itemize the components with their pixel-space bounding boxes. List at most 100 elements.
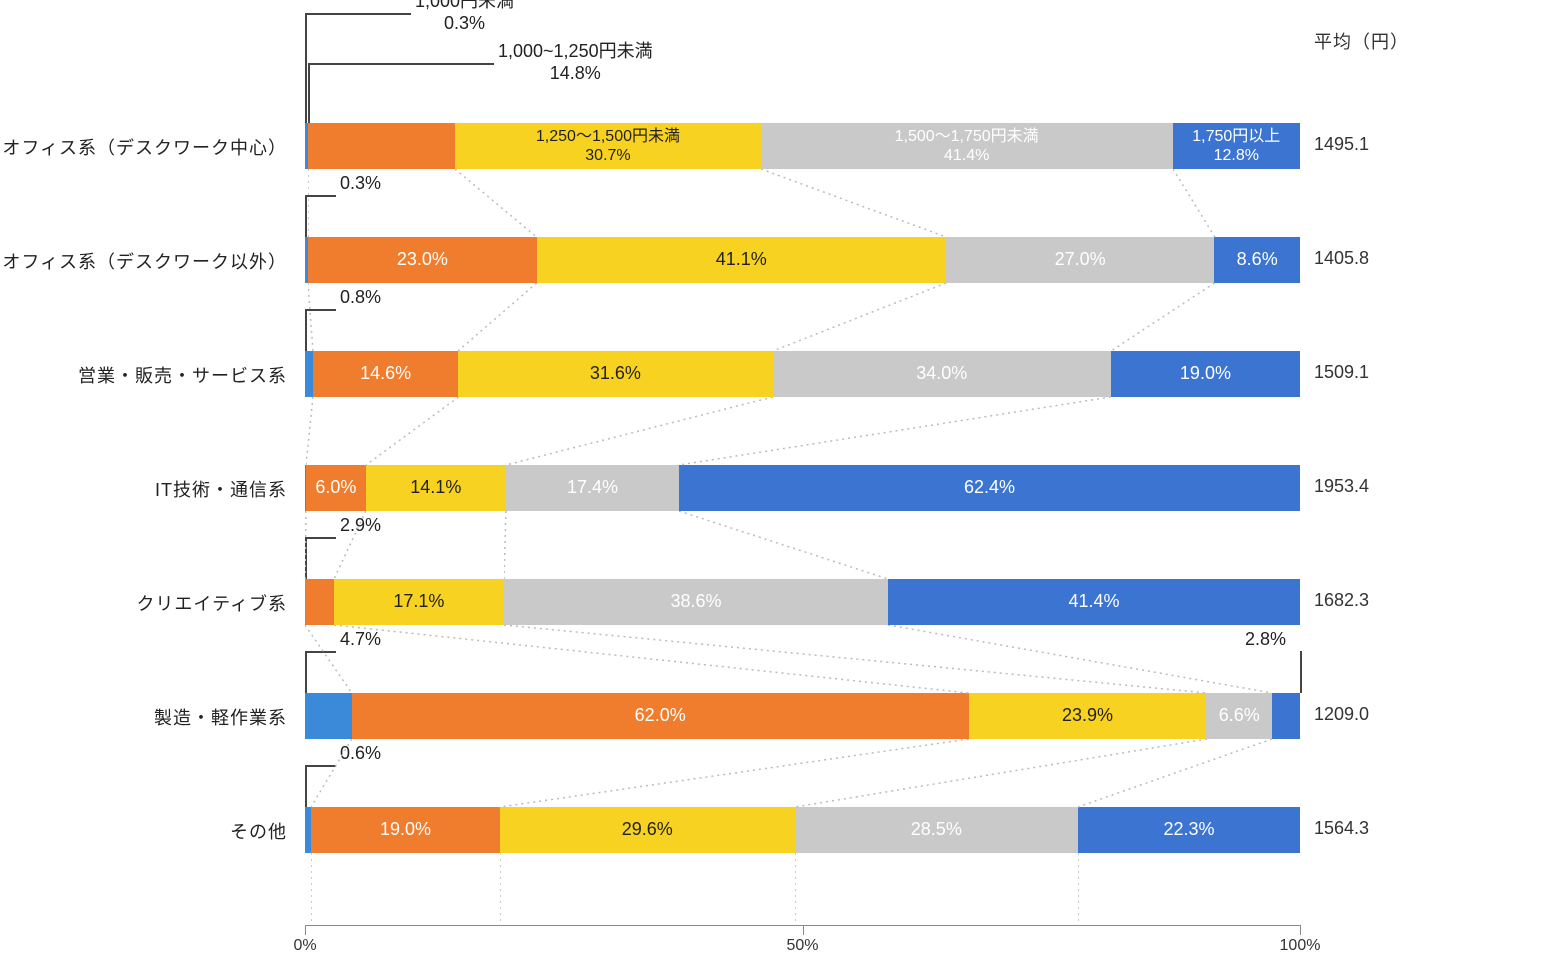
callout-leader	[305, 13, 307, 123]
boundary-connector	[506, 397, 775, 467]
segment-label: 1,250～1,500円未満30.7%	[536, 127, 680, 165]
callout-leader	[305, 765, 336, 767]
bar-segment: 23.0%	[308, 237, 537, 283]
avg-value: 1509.1	[1314, 362, 1369, 383]
callout-label: 0.3%	[340, 173, 381, 195]
bar-row: 17.1% 38.6% 41.4%	[305, 579, 1300, 625]
x-tick	[803, 925, 804, 935]
boundary-connector	[1078, 739, 1274, 809]
callout-leader	[305, 537, 336, 539]
boundary-connector	[500, 739, 971, 809]
avg-header: 平均（円）	[1314, 28, 1409, 54]
bar-segment: 1,250～1,500円未満30.7%	[455, 123, 760, 169]
segment-label: 29.6%	[622, 819, 673, 841]
boundary-connector	[1111, 283, 1216, 353]
bar-segment: 6.0%	[306, 465, 366, 511]
callout-label: 2.8%	[1245, 629, 1286, 651]
bar-segment: 62.0%	[352, 693, 969, 739]
segment-label: 38.6%	[670, 591, 721, 613]
bar-row: 19.0% 29.6% 28.5% 22.3%	[305, 807, 1300, 853]
boundary-connector	[458, 283, 539, 353]
boundary-connector	[455, 169, 539, 239]
boundary-connector	[308, 283, 315, 353]
bar-segment: 41.4%	[888, 579, 1300, 625]
boundary-connector	[306, 397, 315, 467]
avg-value: 1405.8	[1314, 248, 1369, 269]
boundary-connector	[1078, 853, 1080, 927]
bar-segment: 6.6%	[1206, 693, 1272, 739]
callout-label: 1,000~1,250円未満14.8%	[498, 41, 653, 84]
callout-leader	[305, 309, 336, 311]
bar-segment: 1,750円以上12.8%	[1173, 123, 1300, 169]
category-label: クリエイティブ系	[0, 590, 287, 616]
bar-segment	[305, 693, 352, 739]
callout-label: 1,000円未満0.3%	[415, 0, 514, 34]
boundary-connector	[504, 511, 508, 581]
segment-label: 23.9%	[1062, 705, 1113, 727]
bar-segment: 27.0%	[946, 237, 1215, 283]
bar-segment: 62.4%	[679, 465, 1300, 511]
segment-label: 22.3%	[1164, 819, 1215, 841]
segment-label: 17.1%	[393, 591, 444, 613]
segment-label: 23.0%	[397, 249, 448, 271]
callout-leader	[305, 309, 307, 351]
segment-label: 6.0%	[315, 477, 356, 499]
category-label: IT技術・通信系	[0, 476, 287, 502]
bar-row: 14.6% 31.6% 34.0% 19.0%	[305, 351, 1300, 397]
avg-value: 1682.3	[1314, 590, 1369, 611]
category-label: オフィス系（デスクワーク中心）	[0, 134, 287, 160]
callout-leader	[305, 537, 307, 579]
segment-label: 6.6%	[1219, 705, 1260, 727]
segment-label: 19.0%	[1180, 363, 1231, 385]
segment-label: 62.4%	[964, 477, 1015, 499]
bar-segment: 29.6%	[500, 807, 795, 853]
callout-label: 4.7%	[340, 629, 381, 651]
x-tick	[305, 925, 306, 935]
bar-segment: 17.4%	[506, 465, 679, 511]
bar-segment	[308, 123, 455, 169]
segment-label: 19.0%	[380, 819, 431, 841]
callout-leader	[305, 765, 307, 807]
segment-label: 14.1%	[410, 477, 461, 499]
bar-segment: 8.6%	[1214, 237, 1300, 283]
category-label: その他	[0, 818, 287, 844]
callout-label: 0.6%	[340, 743, 381, 765]
segment-label: 27.0%	[1055, 249, 1106, 271]
x-tick-label: 0%	[280, 937, 330, 955]
category-label: 営業・販売・サービス系	[0, 362, 287, 388]
avg-value: 1495.1	[1314, 134, 1369, 155]
bar-segment: 1,500～1,750円未満41.4%	[761, 123, 1173, 169]
bar-segment: 23.9%	[969, 693, 1207, 739]
segment-label: 62.0%	[635, 705, 686, 727]
category-label: オフィス系（デスクワーク以外）	[0, 248, 287, 274]
bar-segment: 41.1%	[537, 237, 946, 283]
x-tick-label: 100%	[1275, 937, 1325, 955]
bar-segment: 28.5%	[795, 807, 1079, 853]
boundary-connector	[308, 169, 310, 239]
boundary-connector	[1173, 169, 1217, 239]
bar-segment: 34.0%	[773, 351, 1111, 397]
boundary-connector	[679, 397, 1113, 467]
boundary-connector	[888, 625, 1274, 695]
bar-segment: 14.6%	[313, 351, 458, 397]
boundary-connector	[773, 283, 948, 353]
avg-value: 1209.0	[1314, 704, 1369, 725]
avg-value: 1564.3	[1314, 818, 1369, 839]
boundary-connector	[795, 739, 1209, 809]
segment-label: 34.0%	[916, 363, 967, 385]
boundary-connector	[500, 853, 502, 927]
callout-leader	[305, 651, 336, 653]
bar-segment: 19.0%	[1111, 351, 1300, 397]
callout-leader	[308, 63, 310, 123]
bar-row: 1,250～1,500円未満30.7% 1,500～1,750円未満41.4%1,…	[305, 123, 1300, 169]
callout-leader	[308, 63, 494, 65]
avg-value: 1953.4	[1314, 476, 1369, 497]
callout-leader	[305, 195, 336, 197]
callout-leader	[305, 651, 307, 693]
bar-segment: 31.6%	[458, 351, 772, 397]
bar-segment	[305, 579, 334, 625]
callout-leader	[1300, 651, 1302, 693]
callout-label: 0.8%	[340, 287, 381, 309]
bar-segment: 19.0%	[311, 807, 500, 853]
segment-label: 14.6%	[360, 363, 411, 385]
